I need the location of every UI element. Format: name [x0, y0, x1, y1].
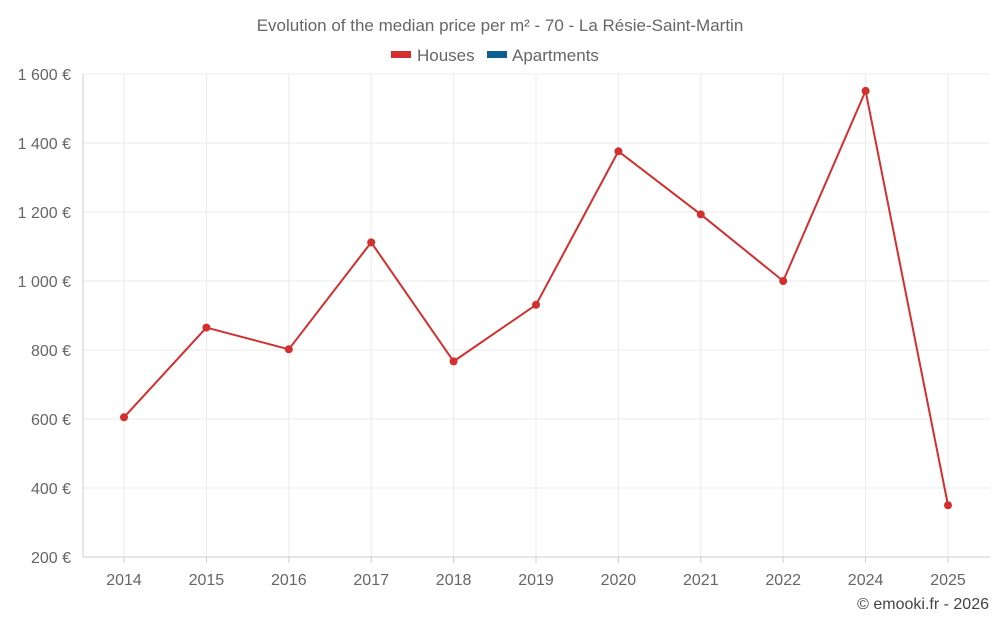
grid — [83, 73, 990, 557]
x-tick-label: 2025 — [930, 572, 966, 589]
houses-point — [696, 210, 705, 219]
series-houses — [120, 86, 952, 510]
houses-point — [367, 238, 376, 247]
y-axis-ticks: 200 € 400 € 600 € 800 € 1 000 € 1 200 € 1 400 … — [18, 67, 71, 567]
credit-text: © emooki.fr - 2026 — [857, 596, 989, 613]
x-tick-label: 2024 — [848, 572, 884, 589]
houses-point — [861, 86, 870, 95]
y-tick-label: 1 400 € — [18, 136, 71, 153]
y-tick-label: 800 € — [31, 343, 71, 360]
houses-point — [614, 147, 623, 156]
legend-label-apartments: Apartments — [512, 46, 599, 65]
houses-point — [202, 323, 211, 332]
legend-swatch-houses — [391, 51, 411, 58]
houses-point — [284, 345, 293, 354]
houses-point — [120, 413, 128, 422]
legend-item-apartments[interactable]: Apartments — [487, 46, 599, 65]
y-tick-label: 1 000 € — [18, 274, 71, 291]
y-tick-label: 1 600 € — [18, 67, 71, 84]
houses-point — [532, 300, 540, 309]
houses-point — [779, 277, 788, 285]
x-tick-label: 2014 — [106, 572, 142, 589]
y-tick-label: 600 € — [31, 412, 71, 429]
x-tick-label: 2019 — [518, 572, 554, 589]
axes — [82, 74, 990, 563]
legend-swatch-apartments — [487, 51, 507, 58]
x-tick-label: 2022 — [765, 572, 801, 589]
x-tick-label: 2020 — [601, 572, 637, 589]
y-tick-label: 400 € — [31, 481, 71, 498]
x-tick-label: 2021 — [683, 572, 719, 589]
y-tick-label: 1 200 € — [18, 205, 71, 222]
x-tick-label: 2016 — [271, 572, 307, 589]
x-axis-ticks: 2014 2015 2016 2017 2018 2019 2020 2021 2022 2024… — [106, 572, 966, 589]
legend-item-houses[interactable]: Houses — [391, 46, 475, 65]
legend-label-houses: Houses — [417, 46, 475, 65]
x-tick-label: 2015 — [189, 572, 225, 589]
houses-point — [944, 501, 952, 510]
legend: Houses Apartments — [391, 46, 599, 65]
chart-title: Evolution of the median price per m² - 7… — [257, 16, 744, 35]
x-tick-label: 2017 — [353, 572, 389, 589]
x-tick-label: 2018 — [436, 572, 472, 589]
y-tick-label: 200 € — [31, 550, 71, 567]
houses-point — [449, 357, 458, 366]
